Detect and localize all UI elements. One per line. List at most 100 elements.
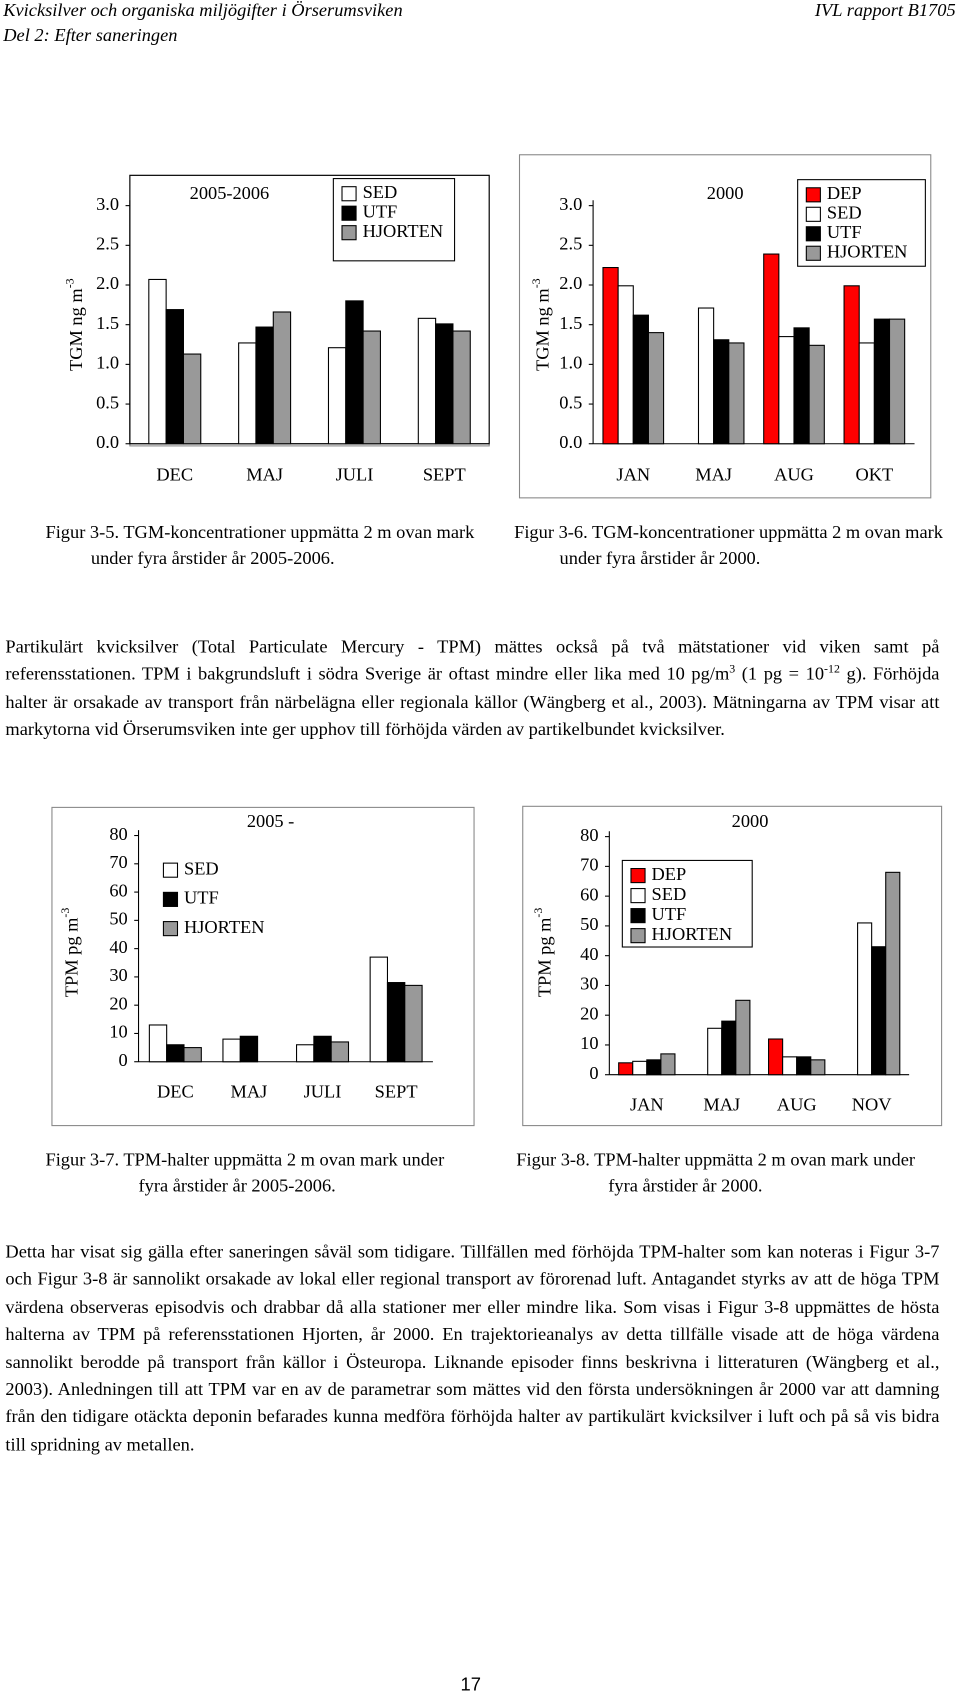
bar [888, 318, 906, 445]
y-tick-label: 2.5 [559, 234, 582, 254]
legend-label: UTF [363, 201, 398, 221]
y-tick-label: 60 [109, 880, 127, 900]
bar [330, 1041, 350, 1063]
bar [707, 1027, 723, 1076]
superscript: 3 [729, 663, 736, 677]
y-tick-label: 0 [119, 1050, 128, 1070]
y-tick-label: 0 [589, 1063, 598, 1083]
figure-caption: Figur 3-7. TPM-halter uppmätta 2 m ovan … [45, 1149, 445, 1196]
legend-label: UTF [184, 888, 219, 908]
y-axis-label-superscript: -3 [62, 278, 76, 288]
figure-caption: Figur 3-6. TGM-koncentrationer uppmätta … [514, 521, 943, 569]
bar [796, 1056, 812, 1076]
page-number: 17 [460, 1674, 482, 1695]
legend-marker [805, 226, 821, 242]
x-tick-label: NOV [852, 1094, 893, 1114]
bar [435, 323, 454, 445]
bar [778, 336, 795, 445]
y-axis-label-superscript: -3 [531, 908, 545, 918]
y-tick-label: 20 [580, 1003, 598, 1023]
x-tick-label: AUG [777, 1094, 817, 1114]
figure-frame [522, 805, 943, 1127]
bar [617, 285, 634, 445]
y-tick-label: 30 [580, 974, 598, 994]
bar [885, 871, 901, 1076]
bar [272, 311, 292, 445]
legend-marker [630, 928, 646, 944]
bar [721, 1020, 737, 1076]
bar [148, 1024, 168, 1063]
y-tick-label: 2.5 [96, 234, 119, 254]
x-tick-label: JAN [630, 1094, 664, 1114]
bar [735, 999, 751, 1076]
figure-frame [51, 806, 475, 1127]
y-tick-label: 40 [109, 937, 127, 957]
text: g). Förhöjda halter är orsakade av trans… [5, 663, 940, 740]
legend-marker [162, 921, 179, 937]
bar [327, 347, 347, 445]
x-tick-label: AUG [774, 464, 814, 484]
bar [763, 253, 780, 445]
y-tick-label: 50 [580, 914, 598, 934]
y-axis-label-text: TPM pg m [535, 918, 555, 998]
y-axis-label: TGM ng m-3 [529, 278, 553, 371]
legend-label: DEP [652, 864, 687, 884]
y-tick-label: 80 [109, 824, 127, 844]
x-tick-label: OKT [855, 464, 893, 484]
legend-label: SED [652, 884, 687, 904]
legend-label: HJORTEN [652, 924, 733, 944]
y-tick-label: 20 [109, 993, 127, 1013]
y-tick-label: 40 [580, 944, 598, 964]
x-tick-label: SEPT [423, 464, 466, 484]
y-tick-label: 2.0 [559, 273, 582, 293]
bar [618, 1062, 634, 1076]
bar [417, 317, 437, 445]
header-subtitle: Del 2: Efter saneringen [3, 24, 178, 46]
legend-marker [630, 868, 646, 884]
bar [345, 300, 364, 445]
bar [782, 1056, 798, 1076]
y-tick-label: 0.0 [559, 432, 582, 452]
y-axis-label-text: TGM ng m [533, 288, 553, 371]
bar [857, 922, 873, 1076]
bar [873, 318, 891, 445]
y-tick-label: 1.0 [96, 353, 119, 373]
y-tick-label: 10 [109, 1022, 127, 1042]
bar [452, 330, 471, 445]
x-tick-label: JULI [304, 1081, 342, 1101]
bar [602, 267, 619, 445]
y-tick-label: 10 [580, 1033, 598, 1053]
bar [843, 285, 860, 445]
x-tick-label: MAJ [231, 1081, 268, 1101]
y-tick-label: 0.0 [96, 432, 119, 452]
legend-marker [162, 862, 179, 878]
bar [768, 1038, 784, 1076]
bar [660, 1053, 676, 1076]
text: Partikulärt kvicksilver (Total Particula… [5, 636, 940, 685]
figure-caption: Figur 3-5. TGM-koncentrationer uppmätta … [45, 521, 475, 569]
y-axis-label-text: TPM pg m [62, 918, 82, 998]
y-tick-label: 1.5 [559, 313, 582, 333]
x-tick-label: DEC [156, 464, 193, 484]
bar [183, 1047, 202, 1063]
x-tick-label: MAJ [695, 464, 732, 484]
bar [808, 344, 825, 445]
bar [793, 327, 810, 445]
bar [166, 1044, 185, 1063]
y-axis-label: TPM pg m-3 [531, 908, 555, 998]
y-axis-label: TPM pg m-3 [58, 908, 82, 998]
legend-marker [805, 206, 821, 222]
bar [362, 330, 381, 445]
bar [148, 278, 167, 445]
y-axis-label-text: TGM ng m [66, 288, 86, 371]
bar [239, 1035, 259, 1063]
bar [647, 332, 665, 445]
bar [632, 314, 649, 445]
bar [713, 339, 730, 445]
chart-title: 2005-2006 [190, 183, 270, 203]
y-tick-label: 1.5 [96, 313, 119, 333]
y-tick-label: 0.5 [559, 392, 582, 412]
x-tick-label: MAJ [703, 1094, 740, 1114]
legend-label: UTF [827, 222, 862, 242]
legend-marker [805, 187, 821, 203]
